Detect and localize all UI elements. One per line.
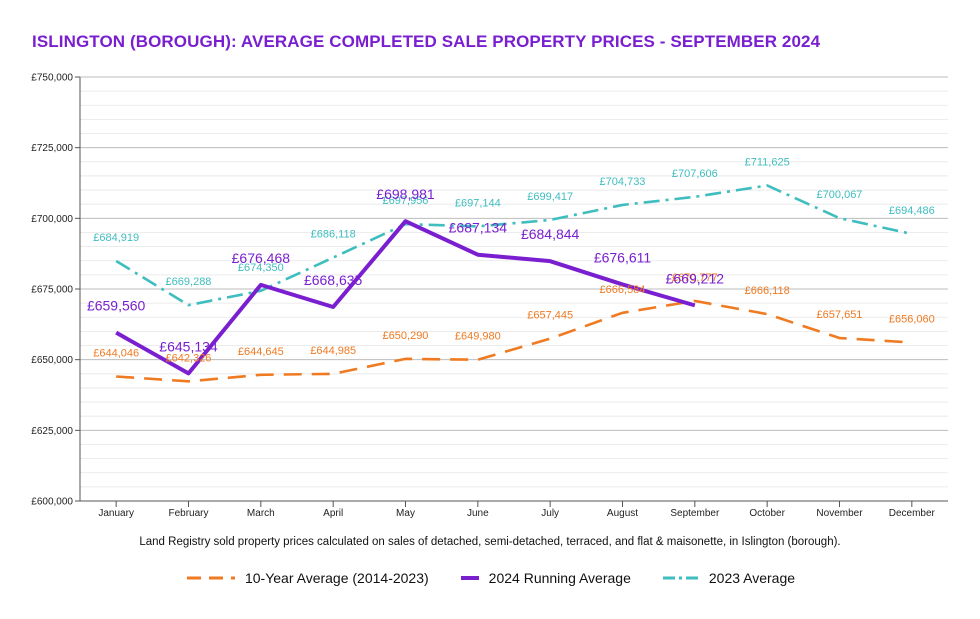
x-tick-label: March bbox=[247, 508, 275, 519]
legend-label-2023-average: 2023 Average bbox=[708, 570, 796, 586]
x-tick-label: October bbox=[749, 508, 785, 519]
legend: 10-Year Average (2014-2023) 2024 Running… bbox=[0, 570, 980, 586]
x-tick-label: January bbox=[98, 508, 134, 519]
data-label-10-year-average-2014-2023: £670,777 bbox=[672, 272, 718, 284]
legend-item-10-year-average: 10-Year Average (2014-2023) bbox=[185, 570, 429, 586]
data-label-10-year-average-2014-2023: £644,985 bbox=[310, 345, 356, 357]
data-label-10-year-average-2014-2023: £657,445 bbox=[527, 310, 573, 322]
data-label-2023-average: £684,919 bbox=[93, 232, 139, 244]
data-label-2023-average: £711,625 bbox=[745, 156, 790, 168]
legend-label-2024-running-average: 2024 Running Average bbox=[488, 570, 631, 586]
data-label-2024-running-average: £659,560 bbox=[87, 298, 146, 314]
legend-item-2024-running-average: 2024 Running Average bbox=[459, 570, 631, 586]
y-tick-label: £675,000 bbox=[31, 285, 73, 296]
legend-swatch-2023-average bbox=[662, 576, 699, 580]
data-label-2023-average: £697,956 bbox=[383, 195, 429, 207]
data-label-2024-running-average: £645,134 bbox=[159, 338, 218, 354]
y-tick-label: £600,000 bbox=[31, 497, 73, 508]
x-tick-label: February bbox=[168, 508, 208, 519]
y-tick-label: £650,000 bbox=[31, 355, 73, 366]
y-tick-label: £700,000 bbox=[31, 214, 73, 225]
y-tick-label: £625,000 bbox=[31, 426, 73, 437]
legend-label-10-year-average: 10-Year Average (2014-2023) bbox=[244, 570, 429, 586]
series-line-2023-average bbox=[115, 184, 913, 307]
data-label-2024-running-average: £698,981 bbox=[376, 186, 435, 202]
data-label-10-year-average-2014-2023: £644,046 bbox=[93, 347, 139, 359]
data-label-10-year-average-2014-2023: £642,326 bbox=[166, 352, 212, 364]
data-label-10-year-average-2014-2023: £650,290 bbox=[383, 330, 429, 342]
x-tick-label: December bbox=[889, 508, 936, 519]
x-tick-label: July bbox=[541, 508, 559, 519]
data-label-2024-running-average: £676,468 bbox=[232, 250, 291, 266]
chart-title: ISLINGTON (BOROUGH): AVERAGE COMPLETED S… bbox=[32, 32, 821, 51]
data-label-2023-average: £686,118 bbox=[311, 229, 356, 241]
data-label-10-year-average-2014-2023: £644,645 bbox=[238, 346, 284, 358]
data-label-2023-average: £669,288 bbox=[166, 276, 212, 288]
data-label-2023-average: £699,417 bbox=[527, 191, 573, 203]
series-line-2024-running-average bbox=[115, 219, 696, 376]
x-tick-label: September bbox=[670, 508, 720, 519]
data-label-10-year-average-2014-2023: £649,980 bbox=[455, 331, 501, 343]
legend-item-2023-average: 2023 Average bbox=[661, 570, 795, 586]
legend-swatch-10-year-average bbox=[186, 576, 235, 580]
data-label-10-year-average-2014-2023: £666,118 bbox=[745, 285, 790, 297]
data-label-2023-average: £697,144 bbox=[455, 197, 501, 209]
data-label-10-year-average-2014-2023: £666,584 bbox=[600, 284, 646, 296]
x-tick-label: June bbox=[467, 508, 489, 519]
data-label-2024-running-average: £687,134 bbox=[449, 220, 508, 236]
data-label-2024-running-average: £669,212 bbox=[666, 270, 725, 286]
x-tick-label: November bbox=[816, 508, 863, 519]
data-label-2023-average: £707,606 bbox=[672, 168, 718, 180]
data-label-2024-running-average: £676,611 bbox=[594, 249, 652, 265]
y-tick-label: £750,000 bbox=[31, 73, 73, 84]
data-label-10-year-average-2014-2023: £657,651 bbox=[817, 309, 863, 321]
y-tick-label: £725,000 bbox=[31, 143, 73, 154]
data-label-2023-average: £704,733 bbox=[600, 176, 646, 188]
x-tick-label: August bbox=[607, 508, 638, 519]
data-label-2023-average: £674,350 bbox=[238, 262, 284, 274]
source-note: Land Registry sold property prices calcu… bbox=[139, 536, 841, 548]
data-label-2023-average: £694,486 bbox=[889, 205, 935, 217]
legend-swatch-2024-running-average bbox=[460, 576, 479, 580]
data-label-10-year-average-2014-2023: £656,060 bbox=[889, 314, 935, 326]
data-label-2023-average: £700,067 bbox=[817, 189, 863, 201]
data-label-2024-running-average: £684,844 bbox=[521, 226, 580, 242]
data-label-2024-running-average: £668,635 bbox=[304, 272, 363, 288]
x-tick-label: April bbox=[323, 508, 343, 519]
x-tick-label: May bbox=[396, 508, 415, 519]
series-line-10-year-average-2014-2023 bbox=[116, 299, 912, 383]
